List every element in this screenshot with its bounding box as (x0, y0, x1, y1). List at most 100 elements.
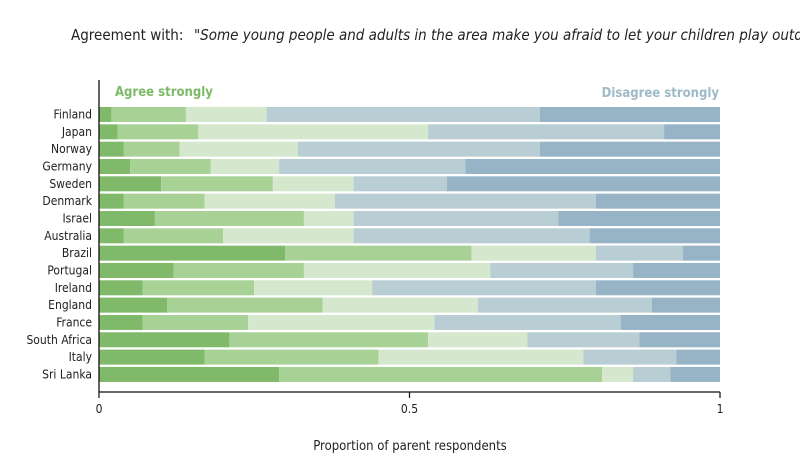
bar-england-neutral (322, 297, 478, 313)
bar-japan-agree-strongly (99, 124, 118, 140)
bar-japan-disagree-strongly (664, 124, 720, 140)
bar-sri-lanka-disagree (633, 366, 671, 382)
bar-denmark-disagree-strongly (595, 193, 720, 209)
bar-sweden-agree (161, 176, 273, 192)
bar-denmark-disagree (334, 193, 596, 209)
agree-strongly-label: Agree strongly (115, 85, 213, 100)
bar-japan-agree (117, 124, 199, 140)
bar-australia-neutral (223, 228, 354, 244)
bar-portugal-disagree (490, 262, 634, 278)
category-label-norway: Norway (51, 142, 93, 156)
bar-norway-disagree (297, 141, 540, 157)
category-label-brazil: Brazil (62, 246, 92, 260)
bar-australia-agree-strongly (99, 228, 124, 244)
bar-england-disagree-strongly (651, 297, 720, 313)
bar-australia-agree (123, 228, 224, 244)
bar-australia-disagree-strongly (589, 228, 720, 244)
category-label-england: England (48, 298, 92, 312)
bar-ireland-neutral (254, 280, 373, 296)
bar-italy-disagree (583, 349, 677, 365)
bar-denmark-agree-strongly (99, 193, 124, 209)
bar-france-neutral (248, 314, 435, 330)
bar-norway-agree (123, 141, 180, 157)
bar-ireland-agree (142, 280, 255, 296)
x-tick-label: 0 (96, 402, 103, 416)
bar-italy-neutral (378, 349, 584, 365)
chart-title-quote: "Some young people and adults in the are… (194, 26, 800, 44)
bar-italy-agree-strongly (99, 349, 205, 365)
bar-japan-neutral (198, 124, 429, 140)
bar-italy-disagree-strongly (676, 349, 720, 365)
bar-denmark-agree (123, 193, 205, 209)
bar-italy-agree (204, 349, 379, 365)
bar-israel-agree-strongly (99, 210, 155, 226)
category-label-italy: Italy (69, 350, 93, 364)
bar-england-agree (167, 297, 323, 313)
category-label-denmark: Denmark (42, 194, 92, 208)
bar-israel-agree (154, 210, 304, 226)
disagree-strongly-label: Disagree strongly (602, 86, 720, 101)
bar-south-africa-agree-strongly (99, 332, 230, 348)
category-label-sri-lanka: Sri Lanka (42, 367, 92, 381)
bar-germany-disagree (279, 158, 466, 174)
category-label-israel: Israel (62, 211, 92, 225)
category-label-portugal: Portugal (47, 263, 92, 277)
x-axis-title: Proportion of parent respondents (313, 439, 507, 454)
bar-finland-agree-strongly (99, 107, 112, 122)
bar-germany-agree-strongly (99, 158, 131, 174)
bar-sweden-disagree-strongly (446, 176, 720, 192)
bar-france-agree (142, 314, 249, 330)
bar-japan-disagree (428, 124, 665, 140)
bar-portugal-agree-strongly (99, 262, 174, 278)
bar-denmark-neutral (204, 193, 335, 209)
category-label-france: France (56, 315, 92, 329)
bar-south-africa-agree (229, 332, 429, 348)
bars-group (99, 107, 720, 382)
category-label-finland: Finland (54, 108, 93, 122)
bar-israel-disagree (353, 210, 559, 226)
bar-brazil-agree-strongly (99, 245, 286, 261)
bar-england-agree-strongly (99, 297, 168, 313)
bar-germany-agree (130, 158, 211, 174)
bar-ireland-agree-strongly (99, 280, 143, 296)
bar-south-africa-disagree-strongly (639, 332, 720, 348)
bar-sri-lanka-agree (279, 366, 603, 382)
bar-finland-agree (111, 107, 186, 122)
bar-south-africa-neutral (428, 332, 528, 348)
bar-brazil-neutral (471, 245, 596, 261)
chart-title: Agreement with: "Some young people and a… (71, 25, 800, 44)
bar-finland-disagree (266, 107, 540, 122)
bar-sri-lanka-agree-strongly (99, 366, 280, 382)
category-label-ireland: Ireland (55, 281, 92, 295)
category-label-australia: Australia (44, 229, 92, 243)
bar-finland-neutral (185, 107, 267, 122)
bar-sri-lanka-neutral (602, 366, 634, 382)
bar-england-disagree (477, 297, 652, 313)
bar-norway-disagree-strongly (539, 141, 720, 157)
x-axis-ticks: 0 0.5 1 (96, 392, 723, 416)
bar-sweden-disagree (353, 176, 447, 192)
bar-germany-disagree-strongly (465, 158, 720, 174)
bar-ireland-disagree-strongly (595, 280, 720, 296)
bar-israel-disagree-strongly (558, 210, 720, 226)
bar-france-disagree (434, 314, 621, 330)
category-label-germany: Germany (42, 159, 92, 173)
bar-brazil-disagree (595, 245, 683, 261)
bar-ireland-disagree (372, 280, 596, 296)
bar-finland-disagree-strongly (539, 107, 720, 122)
bar-brazil-disagree-strongly (682, 245, 720, 261)
chart-title-prefix: Agreement with: (71, 26, 183, 44)
bar-israel-neutral (303, 210, 354, 226)
bar-norway-agree-strongly (99, 141, 124, 157)
bar-australia-disagree (353, 228, 590, 244)
x-tick-label: 0.5 (401, 402, 418, 416)
bar-portugal-neutral (303, 262, 491, 278)
category-label-sweden: Sweden (49, 177, 92, 191)
bar-france-disagree-strongly (620, 314, 720, 330)
bar-germany-neutral (210, 158, 280, 174)
bar-sri-lanka-disagree-strongly (670, 366, 720, 382)
bar-norway-neutral (179, 141, 298, 157)
bar-sweden-neutral (272, 176, 354, 192)
bar-brazil-agree (285, 245, 472, 261)
